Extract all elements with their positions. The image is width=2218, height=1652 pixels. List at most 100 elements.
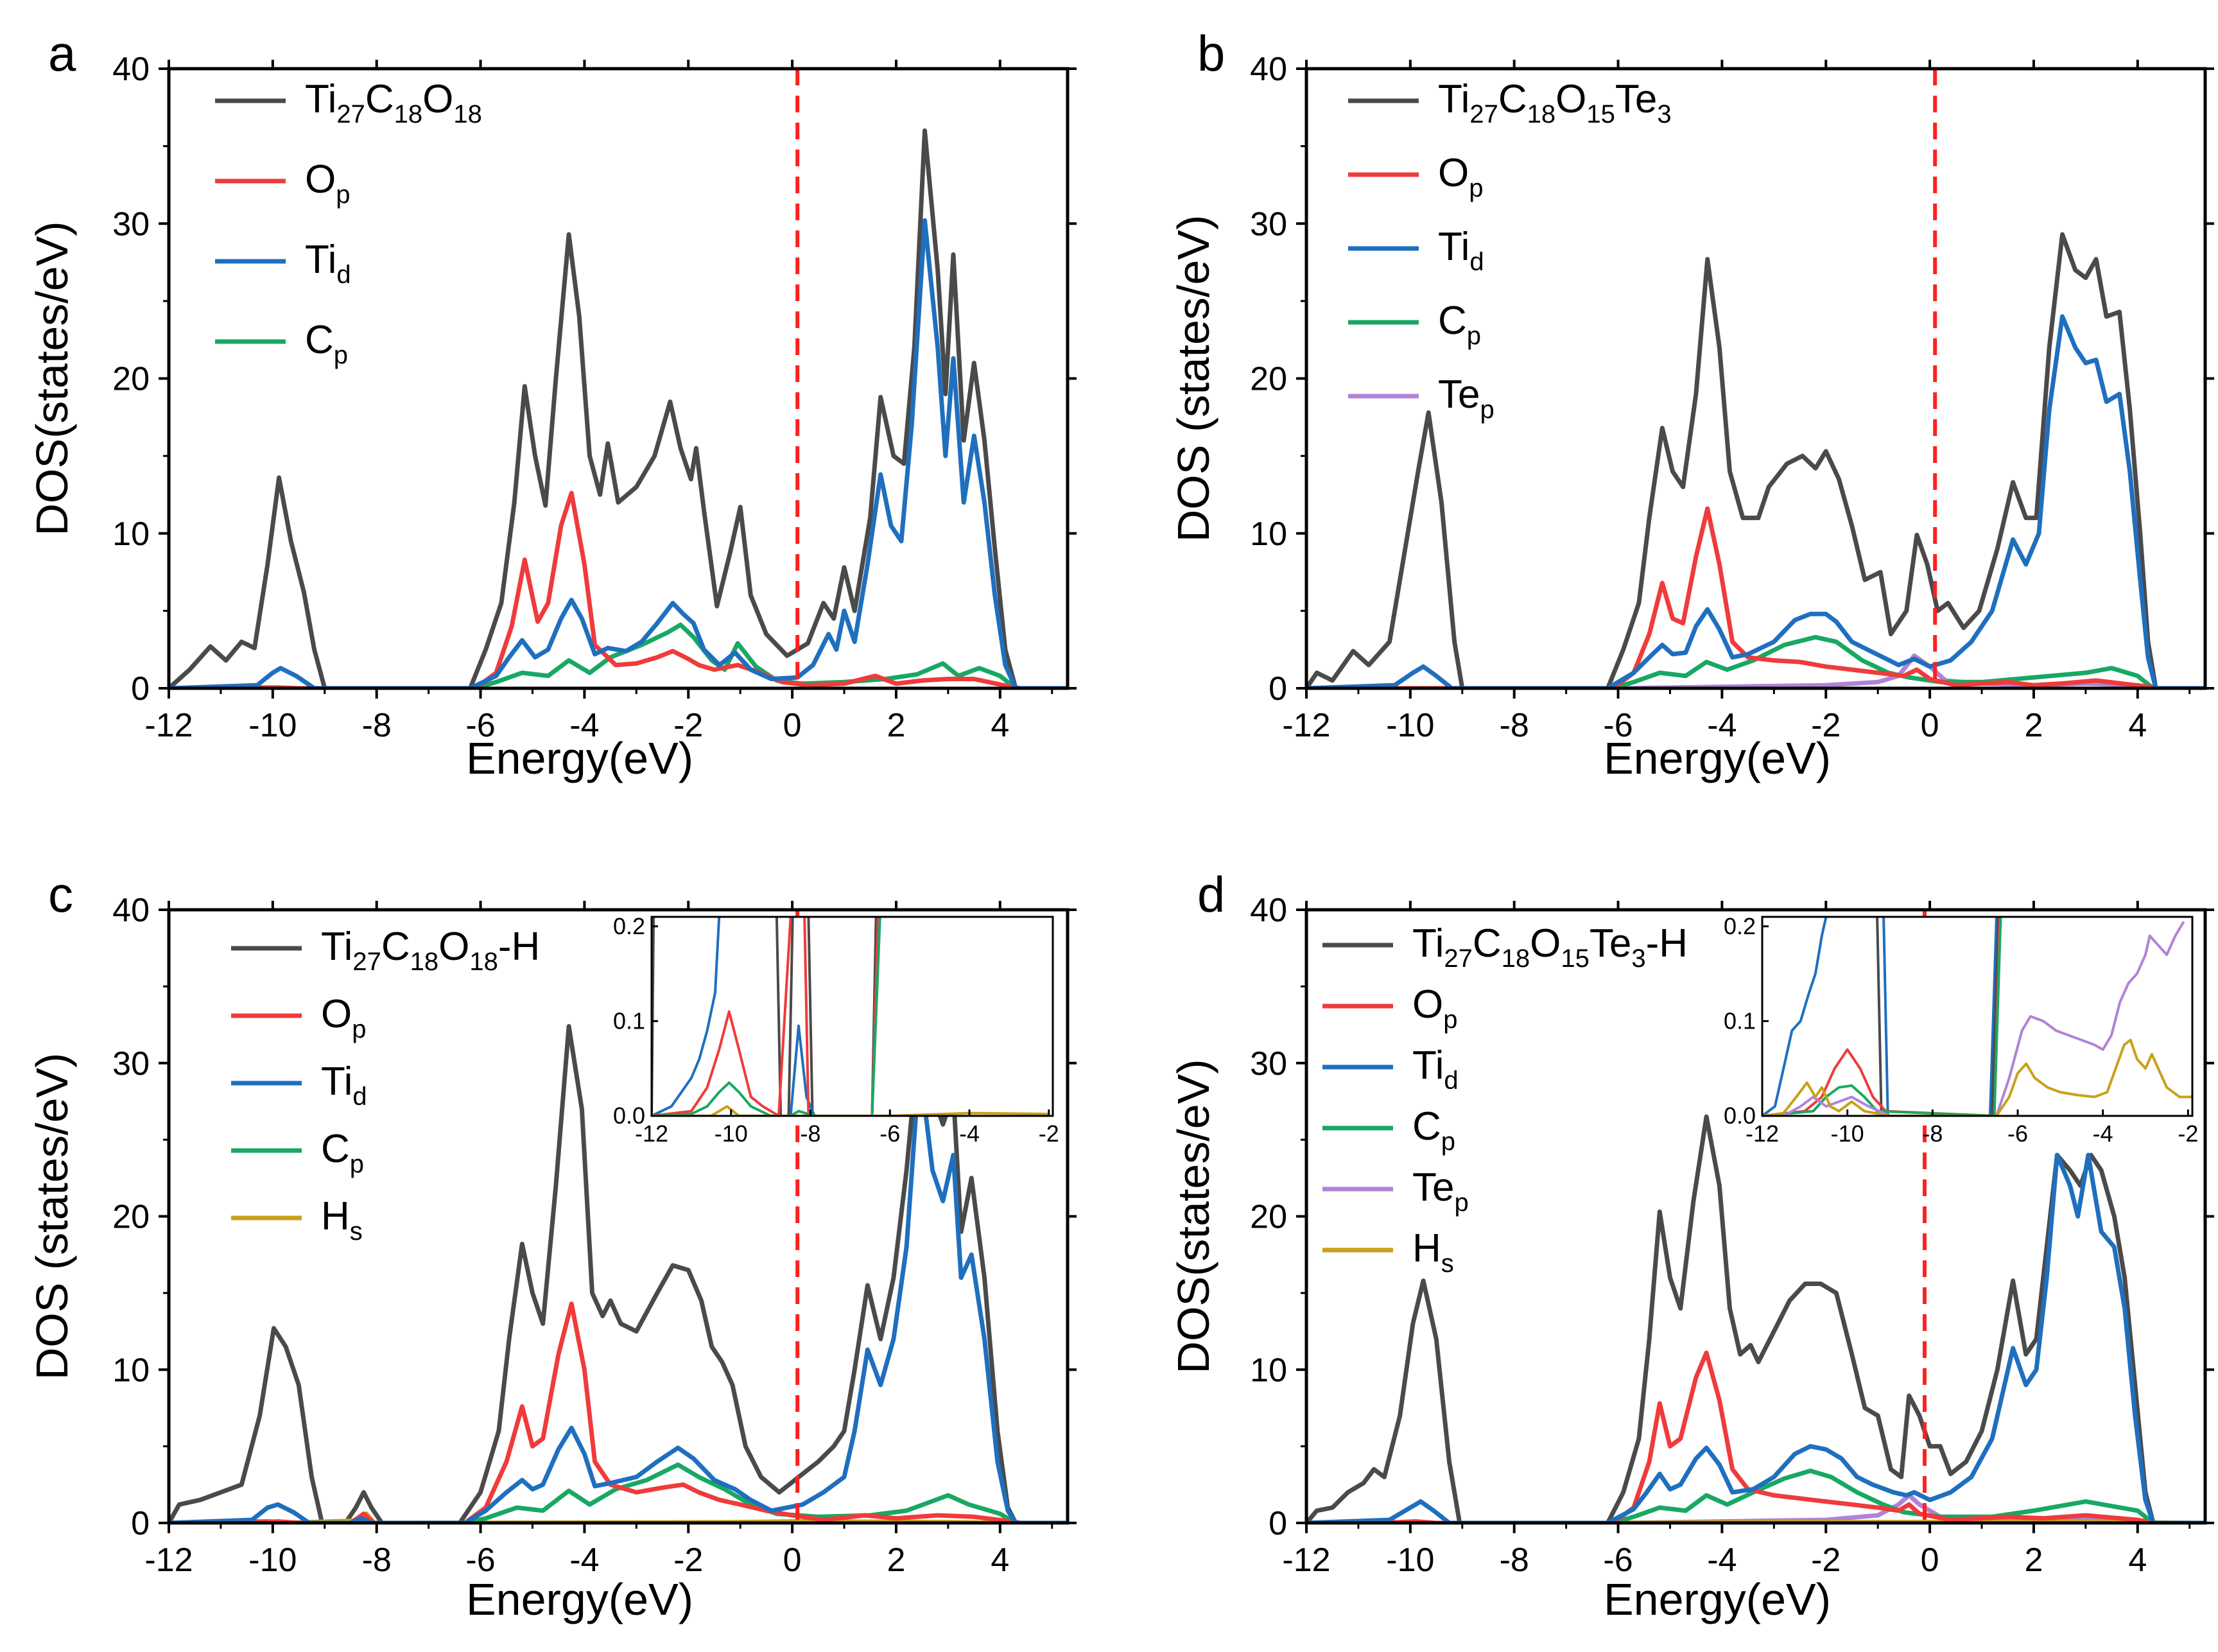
legend-text-part: Te xyxy=(1615,77,1657,121)
inset-series-line-O_p xyxy=(652,917,792,1116)
series-line-C_p xyxy=(1306,1468,2205,1523)
legend-label: Hs​ xyxy=(321,1194,363,1246)
y-axis-label: DOS (states/eV) xyxy=(1168,215,1218,543)
panel-a: -12 -10 -8 -6 -4 -2 0 2 4010203040Energy(eV)DOS(… xyxy=(27,25,1077,783)
legend-subscript: 3 xyxy=(1657,100,1671,128)
legend-subscript: d xyxy=(1469,248,1484,276)
legend-subscript: 27 xyxy=(352,948,381,976)
legend-subscript: 15 xyxy=(1561,944,1590,973)
legend-text-part: C xyxy=(1498,77,1527,121)
legend-subscript: 27 xyxy=(1469,100,1498,128)
y-tick-label: 40 xyxy=(112,51,150,88)
x-tick-label: 0 xyxy=(783,1542,802,1579)
legend-subscript: 18 xyxy=(410,948,439,976)
legend-text-part: -H xyxy=(1646,921,1688,966)
legend-text-part: C xyxy=(1473,921,1502,966)
x-tick-label: -8 xyxy=(362,1542,392,1579)
inset-y-tick-label: 0.1 xyxy=(1724,1007,1756,1034)
legend-text-part: O xyxy=(321,992,352,1036)
panel-b: -12 -10 -8 -6 -4 -2 0 2 4010203040Energy(eV)DOS … xyxy=(1168,25,2214,783)
x-tick-label: -12 xyxy=(1282,707,1330,744)
legend-subscript: 18 xyxy=(469,948,498,976)
legend-subscript: p xyxy=(1467,322,1481,350)
legend-text-part: Ti xyxy=(1438,225,1469,269)
inset-series-line-Te_p xyxy=(1762,921,2185,1116)
x-axis-label: Energy(eV) xyxy=(466,1574,693,1624)
x-tick-label: 2 xyxy=(2024,1542,2043,1579)
y-axis-label: DOS(states/eV) xyxy=(27,221,77,535)
legend-label: Cp​ xyxy=(1438,299,1481,350)
series-line-total xyxy=(169,128,1068,688)
inset-x-tick-label: -4 xyxy=(959,1120,980,1147)
series-group xyxy=(169,128,1068,688)
x-tick-label: -2 xyxy=(673,1542,703,1579)
panel-letter: d xyxy=(1197,866,1225,923)
series-line-Ti_d xyxy=(169,218,1068,688)
x-tick-label: -6 xyxy=(465,1542,495,1579)
legend-label: Tid​ xyxy=(305,238,351,289)
x-tick-label: -4 xyxy=(569,707,599,744)
x-axis-label: Energy(eV) xyxy=(1604,1574,1831,1624)
series-line-total xyxy=(1306,232,2205,688)
series-line-O_p xyxy=(169,491,1068,688)
legend-subscript: s xyxy=(350,1217,363,1246)
legend-text-part: O xyxy=(438,925,469,969)
x-tick-label: -10 xyxy=(248,707,297,744)
legend-text-part: Ti xyxy=(1412,921,1444,966)
x-tick-label: -4 xyxy=(569,1542,599,1579)
legend-text-part: C xyxy=(365,77,394,121)
y-tick-label: 0 xyxy=(131,1505,150,1542)
legend-subscript: p xyxy=(1480,396,1494,424)
x-tick-label: 0 xyxy=(783,707,802,744)
legend-label: Ti27​C18​O18​ xyxy=(305,77,482,128)
inset-series-line-total xyxy=(775,917,794,1116)
inset-series-line-C_p xyxy=(652,917,881,1116)
y-tick-label: 20 xyxy=(1250,1199,1287,1236)
x-tick-label: 4 xyxy=(2128,1542,2147,1579)
inset-series-line-total xyxy=(1991,917,2000,1116)
x-tick-label: -6 xyxy=(465,707,495,744)
x-tick-label: -8 xyxy=(362,707,392,744)
legend-text-part: O xyxy=(1438,151,1469,195)
inset-x-tick-label: -6 xyxy=(879,1120,900,1147)
inset-x-tick-label: -2 xyxy=(1039,1120,1059,1147)
legend-subscript: s xyxy=(1441,1249,1454,1278)
series-group xyxy=(1306,232,2205,688)
inset-series-line-C_p xyxy=(1762,917,2002,1116)
legend-subscript: p xyxy=(1441,1127,1455,1156)
inset-y-tick-label: 0.1 xyxy=(613,1007,645,1034)
inset-background xyxy=(1762,917,2192,1116)
x-tick-label: -2 xyxy=(1811,707,1841,744)
legend-text-part: H xyxy=(321,1194,350,1239)
legend-text-part: Ti xyxy=(305,238,336,282)
legend-label: Hs​ xyxy=(1412,1226,1454,1278)
legend-text-part: C xyxy=(305,318,334,362)
inset-y-tick-label: 0.2 xyxy=(613,913,645,939)
legend-label: Cp​ xyxy=(1412,1104,1455,1156)
legend-label: Cp​ xyxy=(305,318,348,369)
legend-subscript: 18 xyxy=(394,100,423,128)
legend-label: Tep​ xyxy=(1438,372,1495,424)
x-tick-label: 2 xyxy=(887,1542,905,1579)
inset: -12 -10 -8 -6 -4 -2 0.0 0.1 0.2 xyxy=(613,913,1059,1147)
legend-text-part: Te xyxy=(1412,1165,1454,1210)
x-tick-label: 0 xyxy=(1921,707,1939,744)
inset-y-tick-label: 0.2 xyxy=(1724,913,1756,939)
inset-x-tick-label: -12 xyxy=(635,1120,668,1147)
legend-text-part: C xyxy=(1438,299,1467,343)
legend-label: Tep​ xyxy=(1412,1165,1469,1217)
y-tick-label: 20 xyxy=(112,361,150,398)
inset-x-tick-label: -4 xyxy=(2093,1120,2113,1147)
series-line-O_p xyxy=(169,1301,1068,1523)
series-line-Ti_d xyxy=(1306,1152,2205,1523)
legend-text-part: Ti xyxy=(1412,1043,1444,1088)
legend: Ti27​C18​O15​Te3​ Op​ Tid​ Cp​ Tep​ xyxy=(1348,77,1672,424)
x-tick-label: -10 xyxy=(1386,1542,1434,1579)
inset-series-group xyxy=(1762,917,2192,1116)
y-tick-label: 0 xyxy=(1269,670,1287,708)
inset-series-line-Ti_d xyxy=(1988,917,1998,1116)
inset-frame xyxy=(1761,916,2194,1117)
legend-text-part: Ti xyxy=(321,925,352,969)
legend: Ti27​C18​O18​ Op​ Tid​ Cp​ xyxy=(215,77,482,369)
legend: Ti27​C18​O15​Te3​-H Op​ Tid​ Cp​ Tep​ Hs​ xyxy=(1322,921,1688,1278)
